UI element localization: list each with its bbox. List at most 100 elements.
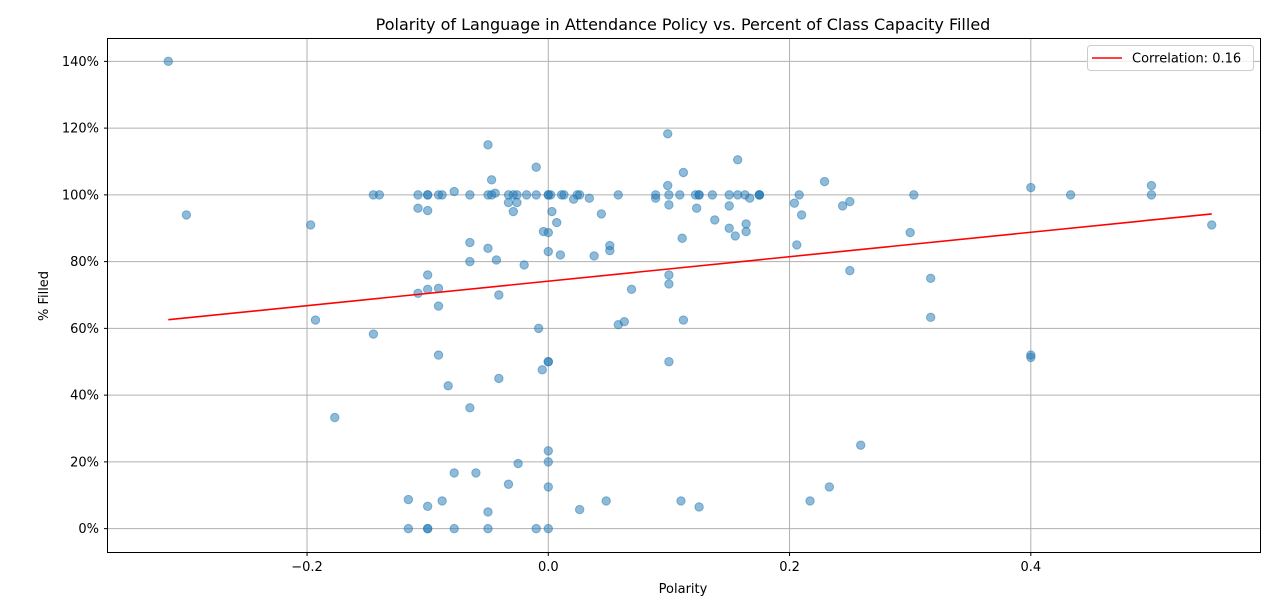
data-point <box>483 507 493 517</box>
data-point <box>437 496 447 506</box>
data-point <box>710 215 720 225</box>
data-point <box>741 226 751 237</box>
data-point <box>512 197 522 208</box>
x-tick-label: 0.2 <box>779 560 800 575</box>
data-point <box>543 246 553 257</box>
data-point <box>422 205 433 216</box>
data-point <box>449 186 459 197</box>
data-point <box>465 403 475 413</box>
data-point <box>465 190 475 200</box>
y-tick-label: 0% <box>78 522 99 537</box>
y-axis-ticks: 0% 20% 40% 60% 80% 100% 120% 140% <box>62 55 108 537</box>
data-point <box>845 265 855 276</box>
data-point <box>513 458 523 469</box>
data-point <box>483 140 493 150</box>
data-point <box>909 190 919 200</box>
data-point <box>856 440 866 450</box>
data-point <box>403 494 414 505</box>
x-tick-label: 0.4 <box>1020 560 1041 575</box>
data-point <box>519 260 529 270</box>
data-point <box>1065 190 1076 200</box>
data-point <box>181 210 192 220</box>
data-point <box>543 457 553 467</box>
data-point <box>490 188 500 198</box>
x-tick-label: 0.0 <box>538 560 559 575</box>
data-point <box>486 175 497 185</box>
data-point <box>724 223 734 233</box>
data-point <box>547 206 557 217</box>
x-tick-label: −0.2 <box>291 560 323 575</box>
data-point <box>796 210 807 220</box>
data-point <box>368 329 379 339</box>
data-point <box>732 155 743 165</box>
data-point <box>531 190 541 200</box>
data-point <box>422 284 433 295</box>
data-point <box>521 190 532 200</box>
data-point <box>601 496 611 506</box>
data-point <box>531 162 541 172</box>
data-point <box>374 190 385 200</box>
data-point <box>494 290 504 300</box>
data-point <box>664 270 674 280</box>
data-point <box>422 523 433 534</box>
data-point <box>605 245 615 256</box>
data-point <box>443 381 453 391</box>
data-point <box>741 219 751 229</box>
plot-frame <box>107 38 1261 553</box>
data-point <box>512 190 522 200</box>
data-point <box>543 523 553 534</box>
data-point <box>503 479 514 489</box>
data-point <box>925 273 936 284</box>
data-point <box>663 180 673 191</box>
data-point <box>533 323 544 334</box>
data-point <box>574 504 585 515</box>
data-point <box>543 357 553 367</box>
data-point <box>754 190 765 200</box>
y-tick-label: 100% <box>62 188 99 203</box>
data-point <box>1207 220 1217 230</box>
data-point <box>794 190 804 200</box>
data-point <box>543 446 553 456</box>
data-point <box>678 315 689 325</box>
data-point <box>1146 180 1157 191</box>
chart-title: Polarity of Language in Attendance Polic… <box>376 15 991 34</box>
data-point <box>508 206 519 217</box>
data-point <box>724 201 734 211</box>
data-point <box>433 301 444 311</box>
data-point <box>413 203 423 213</box>
data-point <box>819 176 830 187</box>
data-point <box>491 255 502 265</box>
data-point <box>707 190 718 200</box>
data-point <box>664 279 674 289</box>
data-point <box>433 350 444 360</box>
data-point <box>789 198 800 208</box>
data-point <box>449 523 459 534</box>
data-point <box>584 193 595 203</box>
data-point <box>422 501 433 511</box>
data-point <box>837 201 848 211</box>
data-point <box>613 190 623 200</box>
data-point <box>792 240 802 250</box>
data-point <box>724 190 734 200</box>
data-point <box>543 482 553 492</box>
data-point <box>422 270 433 280</box>
data-point <box>537 365 547 375</box>
data-point <box>330 412 340 423</box>
data-point <box>589 251 599 261</box>
data-point <box>559 190 569 200</box>
y-axis-title: % Filled <box>37 271 52 321</box>
data-point <box>483 523 493 534</box>
data-point <box>471 468 481 478</box>
data-point <box>1026 182 1036 193</box>
data-point <box>664 190 674 200</box>
data-point <box>619 317 629 327</box>
data-point <box>905 227 915 238</box>
data-point <box>675 190 685 200</box>
data-point <box>664 357 674 367</box>
y-tick-label: 40% <box>70 389 99 404</box>
x-axis-title: Polarity <box>659 582 708 597</box>
data-point <box>663 129 673 139</box>
data-point <box>678 167 689 178</box>
